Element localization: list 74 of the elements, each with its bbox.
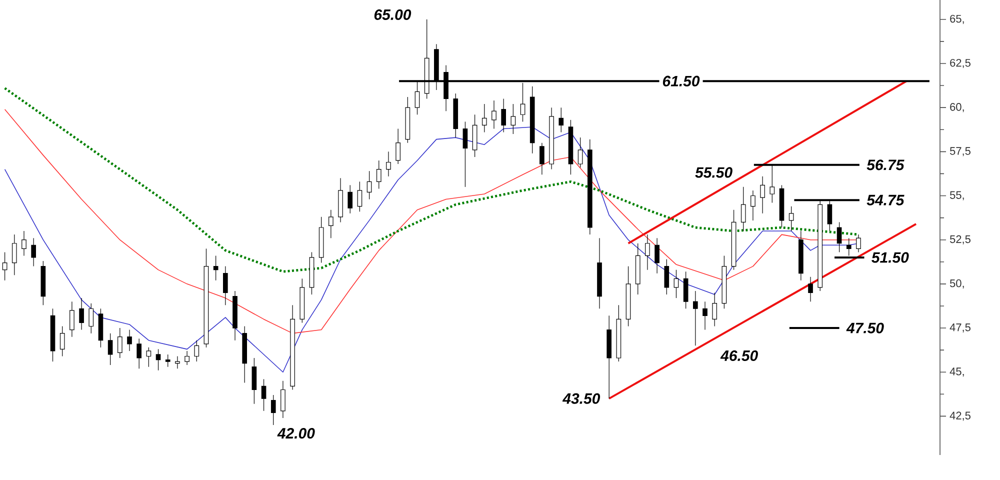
candlestick bbox=[510, 104, 516, 134]
y-tick-label: 62,5 bbox=[950, 58, 970, 68]
candlestick bbox=[70, 301, 74, 338]
candlestick bbox=[280, 380, 286, 418]
candlestick bbox=[376, 160, 382, 189]
candlestick bbox=[366, 170, 372, 200]
annotation: 55.50 bbox=[695, 167, 732, 178]
candlestick bbox=[578, 137, 583, 168]
candlestick bbox=[492, 100, 496, 130]
candlestick bbox=[396, 128, 400, 164]
candlestick bbox=[540, 142, 544, 175]
ref-line-label: 47.50 bbox=[846, 322, 884, 334]
candlestick bbox=[482, 104, 487, 133]
candlestick bbox=[836, 222, 842, 252]
candlestick bbox=[223, 266, 228, 306]
candlestick bbox=[213, 255, 218, 281]
candlestick bbox=[165, 354, 170, 368]
y-tick-label: 60, bbox=[950, 103, 964, 112]
candlestick bbox=[175, 356, 180, 369]
y-tick-label: 45, bbox=[950, 368, 964, 377]
candlestick bbox=[88, 303, 94, 334]
candlestick bbox=[645, 234, 650, 270]
candlestick bbox=[12, 234, 17, 276]
candlestick bbox=[108, 333, 113, 366]
ref-line-label: 61.50 bbox=[662, 76, 700, 86]
candlestick bbox=[654, 238, 660, 274]
candlestick bbox=[348, 184, 353, 214]
candlestick bbox=[127, 329, 132, 352]
candlestick bbox=[117, 328, 122, 358]
y-tick-label: 42,5 bbox=[950, 412, 970, 421]
y-tick-label: 52,5 bbox=[950, 235, 970, 244]
candlestick bbox=[760, 176, 765, 214]
candlestick bbox=[788, 206, 794, 232]
candlestick bbox=[252, 358, 257, 404]
candlestick bbox=[270, 394, 276, 426]
candlestick bbox=[357, 181, 362, 212]
candlestick bbox=[664, 258, 670, 295]
candlestick bbox=[60, 326, 65, 357]
ref-line-label: 51.50 bbox=[872, 252, 909, 263]
y-tick-label: 65, bbox=[950, 14, 964, 24]
candlestick bbox=[22, 230, 26, 256]
candlestick bbox=[79, 298, 84, 330]
y-tick-label: 47,5 bbox=[950, 324, 970, 333]
candlestick bbox=[184, 350, 190, 366]
annotation: 42.00 bbox=[277, 428, 315, 439]
candlestick bbox=[683, 271, 688, 309]
ref-line-label: 54.75 bbox=[866, 194, 904, 206]
candlestick bbox=[2, 252, 8, 281]
annotation: 65.00 bbox=[374, 9, 412, 20]
annotation: 46.50 bbox=[720, 350, 758, 361]
candlestick bbox=[856, 234, 861, 252]
candlestick bbox=[261, 378, 266, 412]
candlestick bbox=[501, 98, 506, 133]
candlestick bbox=[808, 276, 813, 302]
candlestick bbox=[674, 270, 679, 298]
annotation: 43.50 bbox=[562, 393, 600, 404]
y-tick-label: 55, bbox=[950, 191, 964, 200]
candlestick bbox=[558, 107, 564, 133]
candlestick bbox=[693, 290, 698, 346]
y-tick-label: 57,5 bbox=[950, 147, 970, 156]
ref-line-label: 56.75 bbox=[866, 160, 904, 170]
candlestick bbox=[136, 338, 142, 369]
candlestick bbox=[750, 190, 756, 221]
candlestick bbox=[328, 210, 334, 238]
candlestick bbox=[702, 301, 708, 330]
candlestick bbox=[712, 292, 718, 327]
candlestick bbox=[31, 238, 36, 267]
candlestick bbox=[146, 347, 152, 368]
candlestick bbox=[194, 340, 200, 362]
candlestick bbox=[156, 348, 161, 371]
candlestick bbox=[386, 151, 391, 177]
y-tick-label: 50, bbox=[950, 279, 964, 288]
candlestick bbox=[462, 121, 468, 188]
candlestick bbox=[740, 186, 746, 232]
